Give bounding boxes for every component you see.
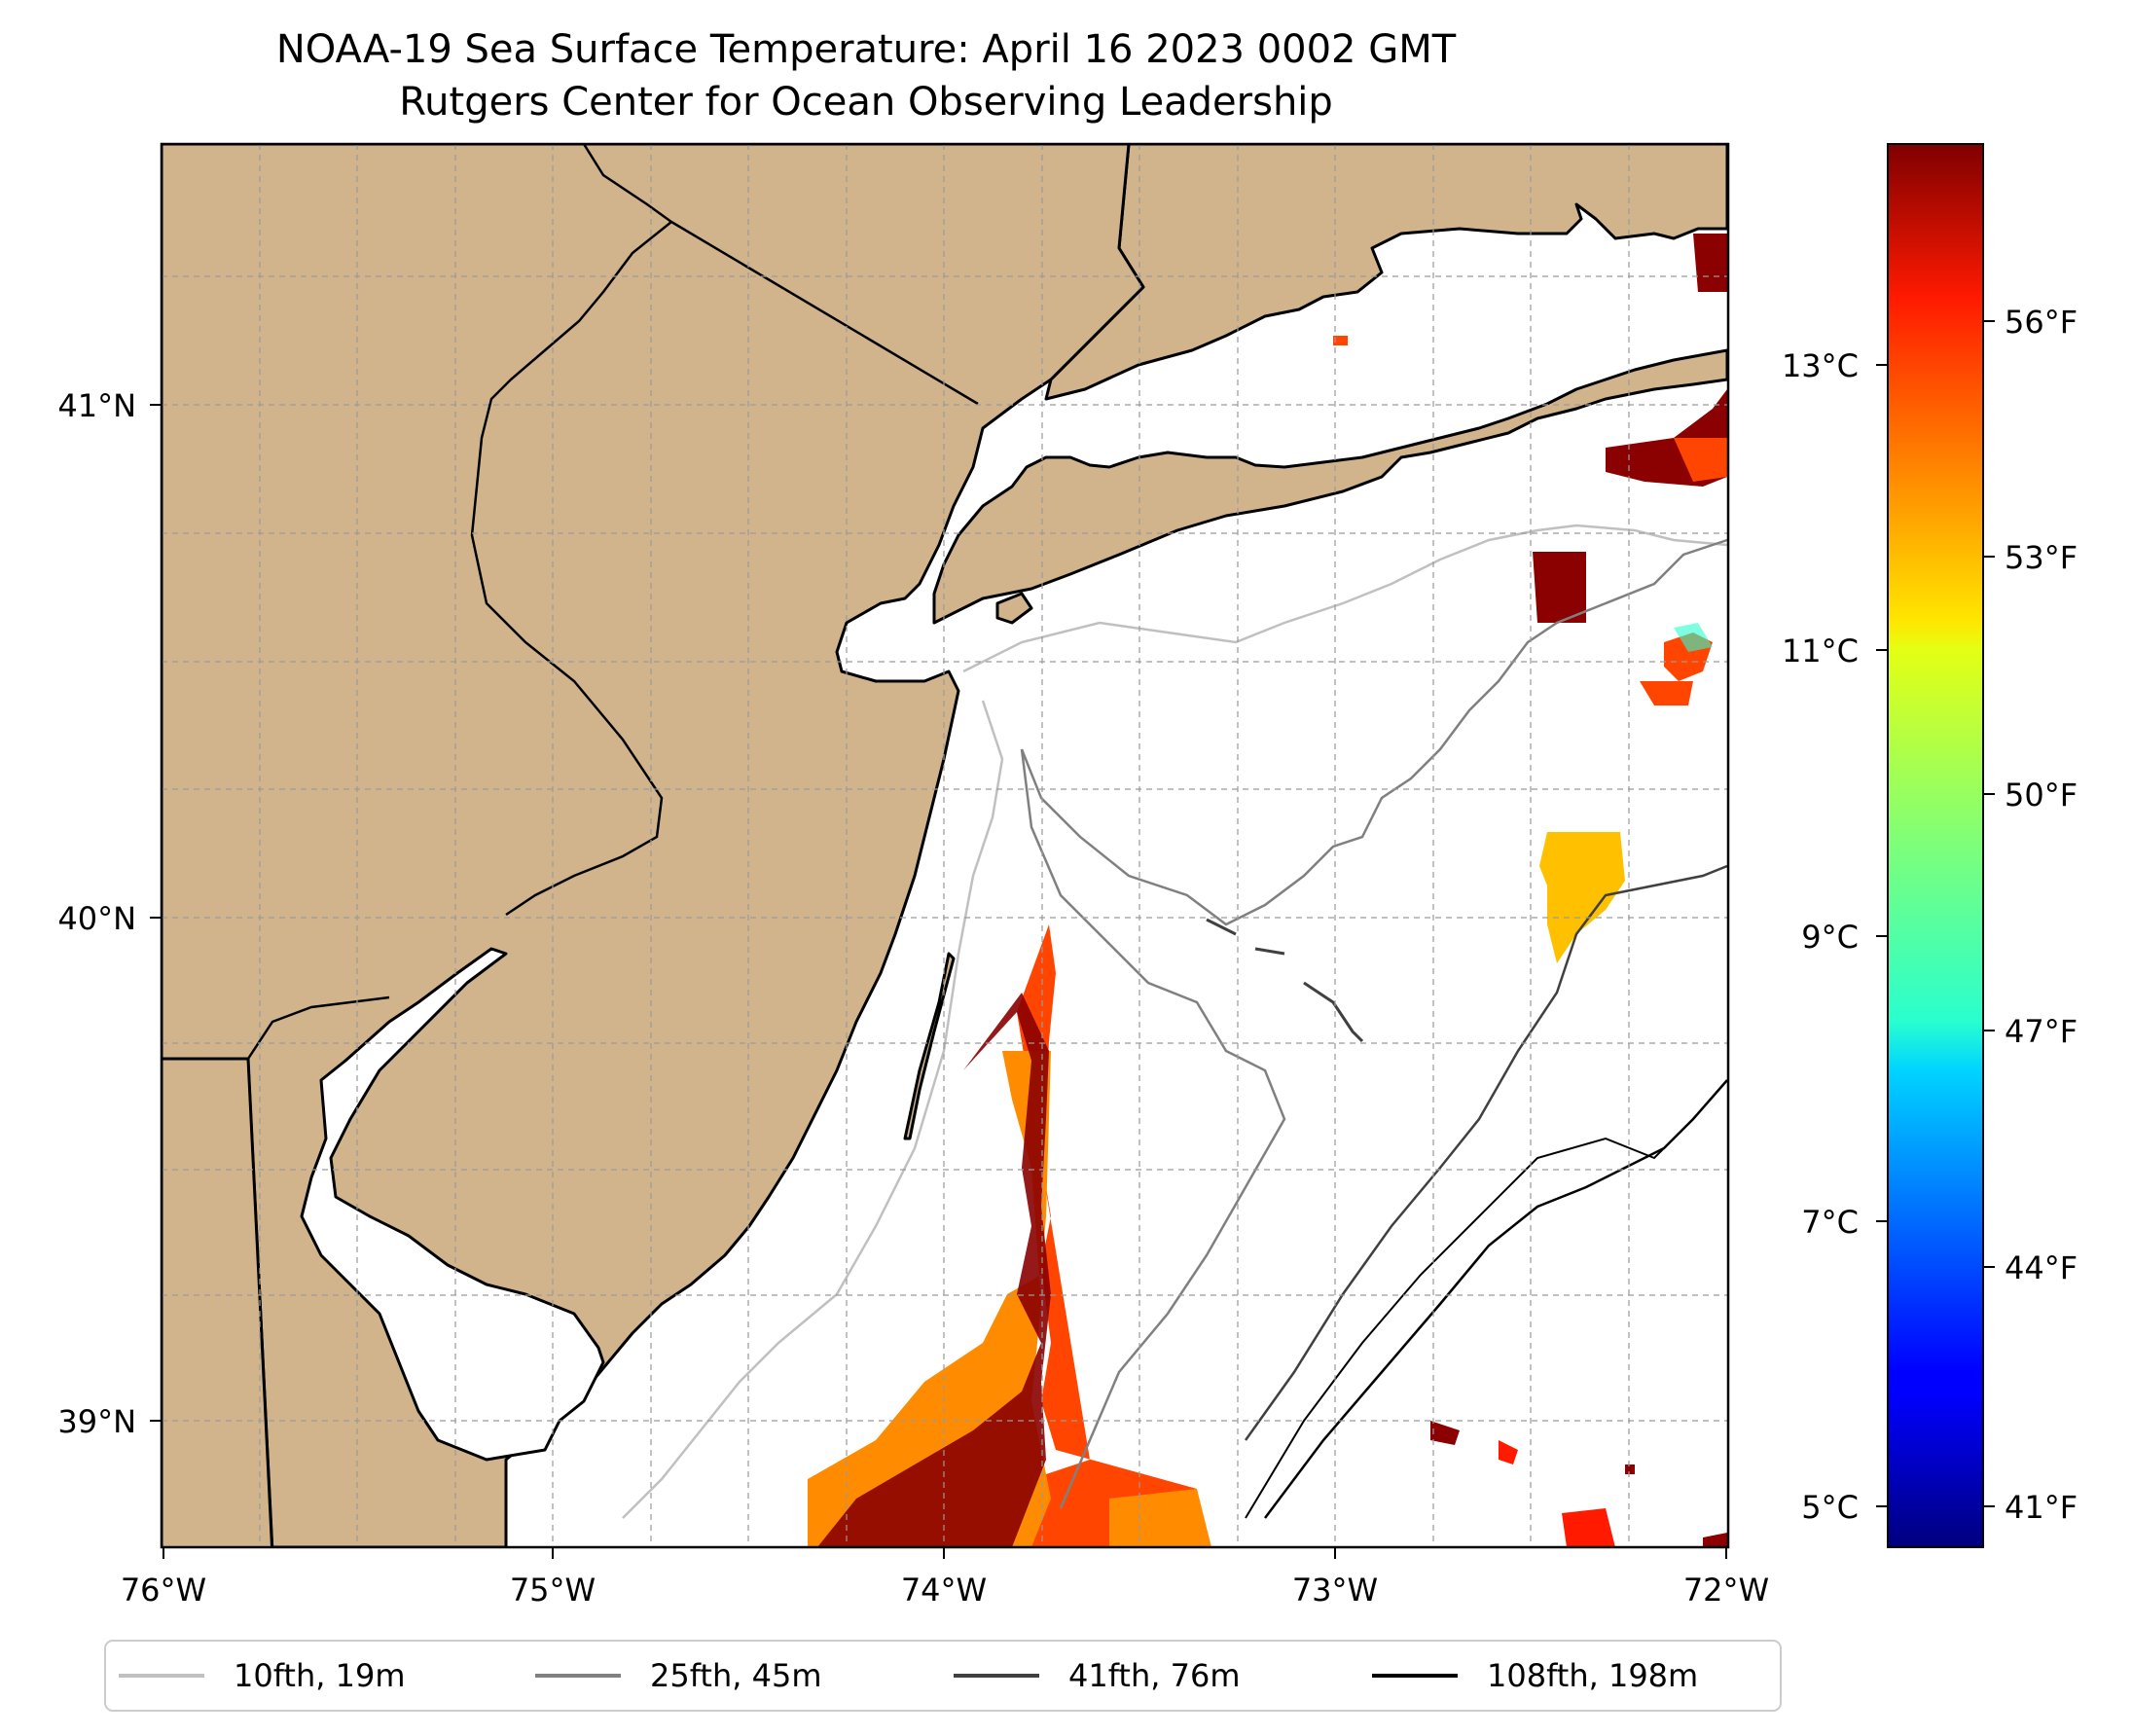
lon-tick-label: 72°W xyxy=(1683,1572,1769,1609)
fahrenheit-tick-label: 56°F xyxy=(2005,304,2078,341)
colorbar xyxy=(1887,143,1984,1548)
map-title: NOAA-19 Sea Surface Temperature: April 1… xyxy=(275,27,1457,72)
legend-label-41fth: 41fth, 76m xyxy=(1068,1657,1240,1694)
lat-tick-label: 41°N xyxy=(57,387,136,424)
lat-tick-label: 40°N xyxy=(57,900,136,937)
celsius-tick-label: 7°C xyxy=(1801,1204,1859,1241)
fahrenheit-tick-label: 47°F xyxy=(2005,1013,2078,1050)
lon-tick-label: 74°W xyxy=(901,1572,987,1609)
legend-label-10fth: 10fth, 19m xyxy=(234,1657,405,1694)
isobath-legend: 10fth, 19m 25fth, 45m 41fth, 76m 108fth,… xyxy=(104,1640,1782,1712)
legend-label-108fth: 108fth, 198m xyxy=(1487,1657,1698,1694)
isobath-layer xyxy=(622,524,1728,1519)
legend-box xyxy=(104,1640,1782,1712)
lon-tick-label: 75°W xyxy=(510,1572,596,1609)
state-borders xyxy=(162,144,979,1547)
celsius-tick-label: 13°C xyxy=(1782,347,1859,384)
land-layer xyxy=(162,144,1728,1547)
lon-tick-label: 73°W xyxy=(1292,1572,1378,1609)
celsius-tick-label: 5°C xyxy=(1801,1489,1859,1526)
axis-ticks xyxy=(150,404,1727,1559)
legend-label-25fth: 25fth, 45m xyxy=(650,1657,821,1694)
fahrenheit-tick-label: 44°F xyxy=(2005,1249,2078,1286)
celsius-tick-label: 11°C xyxy=(1782,633,1859,669)
lat-tick-label: 39°N xyxy=(57,1403,136,1440)
fahrenheit-tick-label: 41°F xyxy=(2005,1489,2078,1526)
map-subtitle: Rutgers Center for Ocean Observing Leade… xyxy=(399,80,1333,125)
celsius-tick-label: 9°C xyxy=(1801,919,1859,956)
lon-tick-label: 76°W xyxy=(121,1572,206,1609)
fahrenheit-tick-label: 53°F xyxy=(2005,539,2078,576)
graticule xyxy=(162,144,1728,1547)
fahrenheit-tick-label: 50°F xyxy=(2005,777,2078,814)
colorbar-ticks xyxy=(1876,320,1995,1507)
